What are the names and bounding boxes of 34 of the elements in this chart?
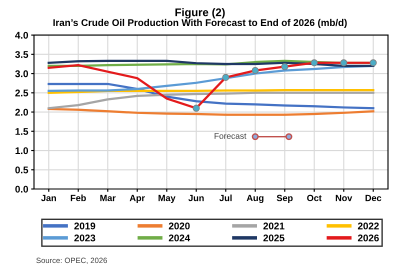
x-tick-label: Jul <box>219 194 232 202</box>
legend-label: 2022 <box>358 222 379 230</box>
y-tick-label: 2.5 <box>15 90 28 96</box>
x-tick-label: Nov <box>336 194 352 202</box>
y-tick-label: 1.0 <box>16 147 28 154</box>
y-tick-label: 0.5 <box>15 166 28 174</box>
x-tick-label: Sep <box>276 194 293 203</box>
chart-subtitle: Iran’s Crude Oil Production With Forecast to End of 2026 (mb/d) <box>53 18 347 28</box>
y-tick-label: 4.0 <box>15 32 28 39</box>
x-tick-label: Jun <box>188 194 204 202</box>
x-tick-label: May <box>158 194 176 203</box>
legend-label: 2020 <box>168 222 190 230</box>
x-tick-label: Aug <box>246 194 264 203</box>
x-tick-label: Dec <box>366 194 382 202</box>
x-tick-label: Apr <box>130 194 145 203</box>
legend-label: 2021 <box>263 222 284 230</box>
legend-label: 2024 <box>168 234 190 242</box>
y-tick-label: 1.5 <box>16 128 28 135</box>
legend-label: 2019 <box>74 222 96 230</box>
y-tick-label: 3.5 <box>15 51 28 58</box>
x-tick-label: Jan <box>41 194 56 202</box>
x-tick-label: Mar <box>100 194 116 202</box>
y-tick-label: 2.0 <box>15 108 28 116</box>
y-tick-label: 3.0 <box>15 70 28 78</box>
legend-label: 2025 <box>263 234 284 242</box>
line-series <box>48 92 374 110</box>
legend-label: 2023 <box>74 234 96 242</box>
x-tick-label: Oct <box>307 194 322 202</box>
line-series <box>48 82 374 110</box>
y-tick-label: 0.0 <box>15 186 28 193</box>
chart-title: Figure (2) <box>175 8 225 19</box>
annotation: Forecast <box>214 133 246 139</box>
legend-label: 2026 <box>358 234 379 242</box>
x-tick-label: Feb <box>70 194 86 202</box>
